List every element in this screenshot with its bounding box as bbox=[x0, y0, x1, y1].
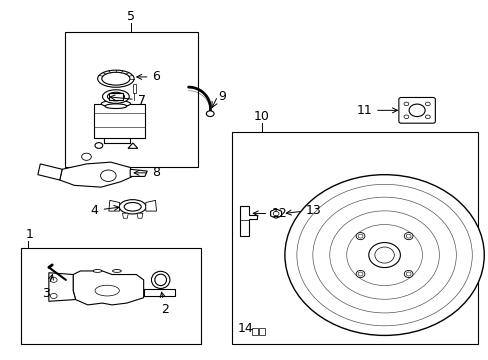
Text: 4: 4 bbox=[91, 204, 119, 217]
Ellipse shape bbox=[93, 270, 102, 273]
Ellipse shape bbox=[105, 104, 126, 108]
Text: 1: 1 bbox=[26, 228, 34, 241]
Text: 14: 14 bbox=[237, 322, 252, 335]
Bar bbox=[251, 328, 257, 336]
Bar bbox=[21, 248, 201, 344]
Ellipse shape bbox=[101, 100, 130, 107]
Text: 2: 2 bbox=[160, 292, 169, 316]
Ellipse shape bbox=[404, 270, 412, 278]
Bar bbox=[133, 84, 136, 93]
Circle shape bbox=[425, 102, 429, 106]
Ellipse shape bbox=[408, 104, 424, 117]
Circle shape bbox=[403, 115, 408, 118]
Ellipse shape bbox=[355, 233, 364, 240]
Polygon shape bbox=[49, 273, 76, 301]
Bar bbox=[64, 32, 198, 167]
Polygon shape bbox=[122, 213, 128, 218]
Ellipse shape bbox=[98, 70, 134, 87]
Polygon shape bbox=[239, 206, 256, 237]
Ellipse shape bbox=[368, 243, 400, 267]
Text: 8: 8 bbox=[134, 166, 160, 179]
Circle shape bbox=[425, 115, 429, 118]
Ellipse shape bbox=[357, 234, 362, 238]
Text: 9: 9 bbox=[217, 90, 225, 103]
Circle shape bbox=[50, 277, 57, 282]
Circle shape bbox=[206, 111, 214, 117]
Ellipse shape bbox=[355, 270, 364, 278]
Circle shape bbox=[81, 153, 91, 160]
Polygon shape bbox=[270, 209, 281, 218]
Text: 12: 12 bbox=[253, 207, 286, 220]
Text: 6: 6 bbox=[137, 71, 160, 84]
Polygon shape bbox=[38, 164, 62, 180]
Bar bbox=[109, 93, 122, 100]
Ellipse shape bbox=[102, 72, 130, 85]
Bar bbox=[94, 104, 145, 138]
Ellipse shape bbox=[285, 175, 483, 336]
Text: 11: 11 bbox=[356, 104, 397, 117]
Polygon shape bbox=[143, 289, 175, 296]
Text: 5: 5 bbox=[127, 10, 135, 23]
Ellipse shape bbox=[404, 233, 412, 240]
Polygon shape bbox=[145, 201, 156, 211]
Bar bbox=[232, 132, 477, 344]
Ellipse shape bbox=[107, 92, 124, 101]
Circle shape bbox=[273, 211, 279, 216]
Polygon shape bbox=[137, 213, 142, 218]
Polygon shape bbox=[109, 201, 119, 211]
Circle shape bbox=[95, 143, 102, 148]
Ellipse shape bbox=[112, 270, 121, 273]
Circle shape bbox=[403, 102, 408, 106]
Ellipse shape bbox=[357, 272, 362, 276]
Ellipse shape bbox=[119, 200, 146, 214]
Text: 7: 7 bbox=[110, 94, 145, 107]
Ellipse shape bbox=[374, 247, 393, 263]
Ellipse shape bbox=[95, 285, 119, 296]
Ellipse shape bbox=[102, 90, 129, 103]
Polygon shape bbox=[60, 162, 132, 187]
Ellipse shape bbox=[151, 271, 169, 288]
Ellipse shape bbox=[406, 234, 410, 238]
FancyBboxPatch shape bbox=[398, 98, 434, 123]
Polygon shape bbox=[73, 271, 143, 305]
Ellipse shape bbox=[406, 272, 410, 276]
Polygon shape bbox=[128, 143, 138, 148]
Ellipse shape bbox=[124, 203, 141, 211]
Text: 3: 3 bbox=[42, 275, 53, 300]
Ellipse shape bbox=[155, 274, 166, 285]
Circle shape bbox=[101, 170, 116, 181]
Polygon shape bbox=[130, 169, 147, 176]
Bar bbox=[259, 328, 264, 336]
Circle shape bbox=[50, 293, 57, 298]
Text: 13: 13 bbox=[285, 203, 320, 216]
Text: 10: 10 bbox=[253, 110, 269, 123]
